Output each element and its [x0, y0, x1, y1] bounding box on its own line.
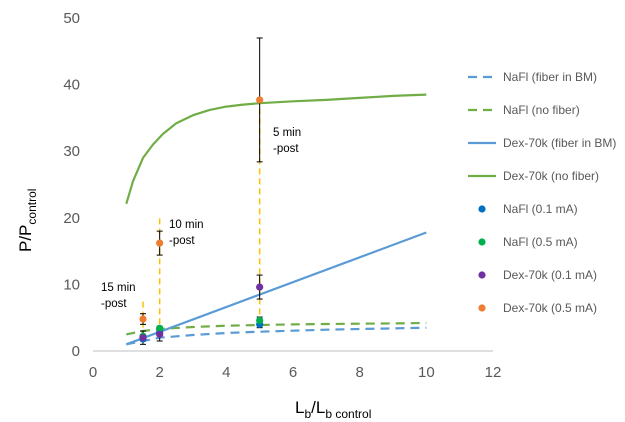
series-line	[126, 321, 427, 336]
x-tick-label: 12	[485, 364, 502, 381]
series-line	[126, 326, 427, 346]
x-tick-labels: 0 2 4 6 8 10 12	[89, 364, 502, 381]
legend-swatch	[478, 238, 486, 246]
y-tick-label: 20	[63, 210, 80, 227]
y-tick-label: 10	[63, 276, 80, 293]
x-axis-title-sub2: b control	[325, 407, 371, 421]
legend-swatch	[478, 271, 486, 279]
y-axis-title: P/Pcontrol	[16, 189, 39, 252]
data-point	[156, 324, 164, 332]
data-points	[139, 37, 264, 345]
x-tick-label: 4	[222, 364, 230, 381]
data-point	[256, 96, 264, 104]
legend-label: Dex-70k (fiber in BM)	[503, 136, 616, 150]
time-guide-lines	[142, 97, 261, 338]
y-axis-title-main: P/P	[16, 225, 35, 252]
annotation-10min-line2: -post	[169, 235, 195, 247]
y-tick-label: 40	[63, 77, 80, 94]
x-tick-label: 10	[418, 364, 435, 381]
axis-titles: Lb/Lb control P/Pcontrol	[16, 189, 371, 421]
legend-label: Dex-70k (0.5 mA)	[503, 301, 597, 315]
legend: NaFl (fiber in BM) NaFl (no fiber) Dex-70k…	[468, 70, 616, 315]
x-axis-title-mid: /L	[311, 398, 325, 417]
data-point	[156, 239, 164, 247]
x-tick-label: 8	[355, 364, 363, 381]
annotations: 15 min -post 10 min -post 5 min -post	[101, 127, 301, 310]
series-lines	[125, 93, 427, 346]
x-tick-label: 2	[155, 364, 163, 381]
legend-swatch	[478, 304, 486, 312]
x-tick-label: 6	[289, 364, 297, 381]
series-line	[125, 93, 427, 205]
annotation-15min-line1: 15 min	[101, 282, 136, 294]
legend-label: Dex-70k (no fiber)	[503, 169, 599, 183]
series-line	[125, 231, 427, 346]
data-point	[156, 330, 164, 338]
data-point	[139, 315, 147, 323]
annotation-5min-line2: -post	[273, 143, 299, 155]
data-point	[256, 316, 264, 324]
legend-label: NaFl (0.1 mA)	[503, 202, 578, 216]
x-axis-title-main: L	[295, 398, 304, 417]
annotation-10min-line1: 10 min	[169, 219, 204, 231]
legend-swatch	[478, 205, 486, 213]
annotation-5min-line1: 5 min	[273, 127, 301, 139]
legend-label: NaFl (0.5 mA)	[503, 235, 578, 249]
y-axis-title-sub: control	[25, 189, 39, 225]
y-tick-label: 30	[63, 143, 80, 160]
data-point	[139, 334, 147, 342]
data-point	[256, 283, 264, 291]
y-tick-label: 50	[63, 10, 80, 27]
y-tick-label: 0	[72, 343, 80, 360]
legend-label: Dex-70k (0.1 mA)	[503, 268, 597, 282]
x-axis-title: Lb/Lb control	[295, 398, 371, 421]
x-axis-title-sub1: b	[304, 407, 311, 421]
x-tick-label: 0	[89, 364, 97, 381]
legend-label: NaFl (no fiber)	[503, 103, 580, 117]
legend-label: NaFl (fiber in BM)	[503, 70, 597, 84]
annotation-15min-line2: -post	[101, 298, 127, 310]
y-tick-labels: 0 10 20 30 40 50	[63, 10, 80, 360]
